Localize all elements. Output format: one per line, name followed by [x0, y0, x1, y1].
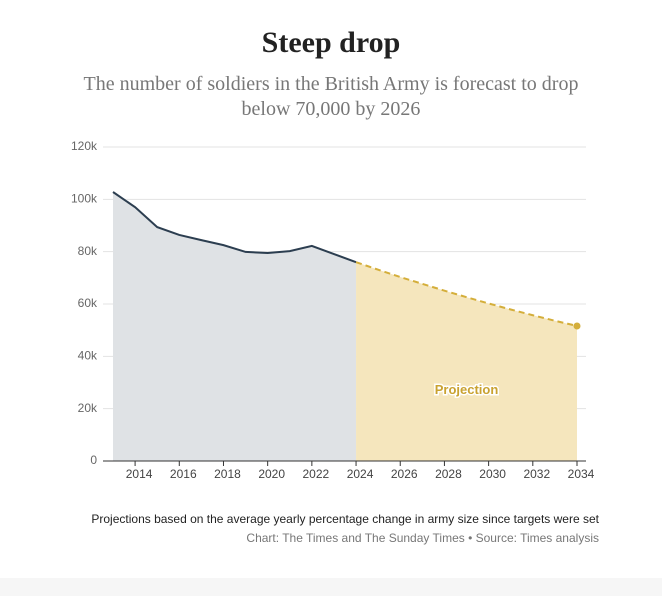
- end-point: [573, 322, 581, 330]
- y-tick-label: 0: [90, 453, 97, 467]
- y-tick-label: 60k: [78, 296, 98, 310]
- annotation: Projection: [435, 382, 499, 397]
- x-tick-label: 2014: [126, 467, 153, 481]
- y-tick-label: 120k: [71, 139, 98, 153]
- y-tick-label: 40k: [78, 349, 98, 363]
- y-tick-label: 20k: [78, 401, 98, 415]
- y-tick-label: 80k: [78, 244, 98, 258]
- chart-title: Steep drop: [261, 26, 401, 59]
- source: Chart: The Times and The Sunday Times • …: [246, 531, 599, 545]
- x-tick-label: 2028: [435, 467, 462, 481]
- x-tick-label: 2032: [523, 467, 550, 481]
- x-tick-label: 2020: [258, 467, 285, 481]
- y-tick-label: 100k: [71, 192, 98, 206]
- footnote: Projections based on the average yearly …: [91, 512, 599, 526]
- x-tick-label: 2022: [303, 467, 330, 481]
- x-tick-label: 2024: [347, 467, 374, 481]
- area: [356, 262, 577, 461]
- x-tick-label: 2018: [214, 467, 241, 481]
- area: [113, 192, 357, 462]
- series-line: [355, 261, 578, 327]
- x-tick-label: 2034: [568, 467, 595, 481]
- series-line: [112, 191, 357, 264]
- x-tick-label: 2030: [479, 467, 506, 481]
- x-tick-label: 2016: [170, 467, 197, 481]
- chart-subtitle: The number of soldiers in the British Ar…: [83, 73, 579, 120]
- x-tick-label: 2026: [391, 467, 418, 481]
- footer-band: [0, 578, 662, 596]
